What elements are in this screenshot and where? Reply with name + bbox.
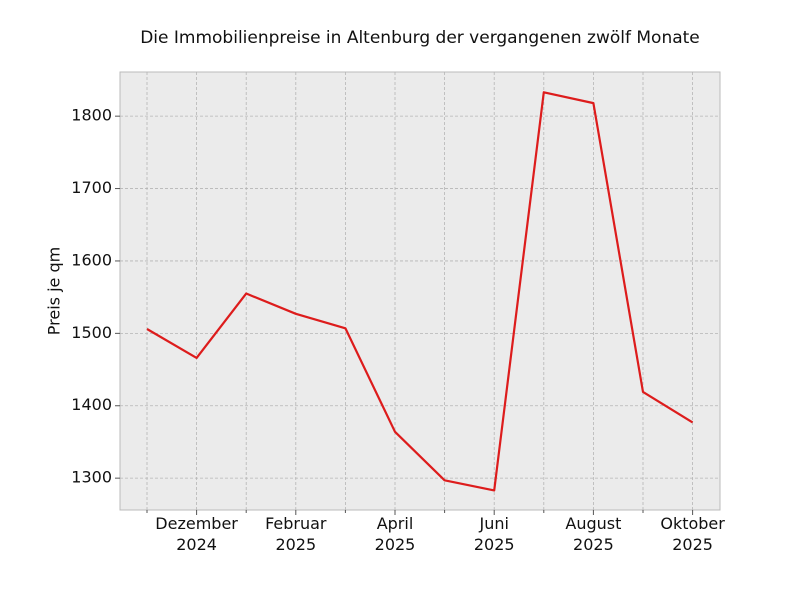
x-tick-label: April 2025	[375, 514, 416, 554]
plot-area	[119, 71, 721, 511]
y-tick-label: 1300	[71, 468, 112, 487]
x-tick-label: Juni 2025	[474, 514, 515, 554]
x-tick-label: August 2025	[565, 514, 621, 554]
y-tick-label: 1700	[71, 178, 112, 197]
x-tick-label: Februar 2025	[265, 514, 327, 554]
y-tick-label: 1600	[71, 250, 112, 269]
series-line	[146, 91, 694, 492]
y-tick-label: 1500	[71, 323, 112, 342]
chart-title: Die Immobilienpreise in Altenburg der ve…	[140, 28, 700, 48]
y-tick-label: 1400	[71, 395, 112, 414]
x-tick-label: Oktober 2025	[660, 514, 725, 554]
y-tick-label: 1800	[71, 106, 112, 125]
x-tick-label: Dezember 2024	[155, 514, 238, 554]
y-axis-label: Preis je qm	[45, 247, 64, 335]
